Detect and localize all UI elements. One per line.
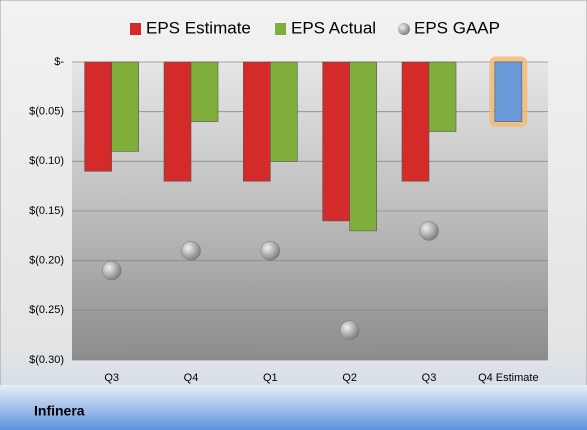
legend-swatch [130, 23, 141, 35]
x-tick-label: Q4 [184, 372, 199, 384]
gaap-marker [181, 240, 201, 261]
gaap-marker [260, 240, 281, 261]
gaap-marker [419, 221, 439, 241]
bar [322, 61, 350, 222]
x-tick-label: Q4 Estimate [478, 372, 539, 384]
x-tick-label: Q3 [422, 372, 437, 384]
y-tick-label: $(0.10) [29, 155, 64, 167]
legend-swatch [275, 23, 286, 35]
gaap-marker [101, 260, 122, 281]
legend-swatch [398, 23, 410, 35]
y-tick-label: $- [54, 56, 64, 68]
bar [111, 61, 139, 152]
bar [428, 61, 457, 132]
y-tick-label: $(0.15) [29, 205, 64, 217]
y-tick-label: $(0.25) [29, 304, 64, 316]
y-tick-label: $(0.20) [29, 255, 64, 267]
bar [494, 61, 523, 122]
bar [190, 61, 219, 122]
x-tick-label: Q2 [342, 372, 357, 384]
gaap-marker [339, 320, 360, 340]
bar [163, 61, 192, 182]
y-tick-label: $(0.05) [29, 106, 64, 118]
bar [243, 61, 271, 182]
bar [84, 61, 112, 172]
x-tick-label: Q3 [104, 372, 119, 384]
x-tick-label: Q1 [263, 372, 278, 384]
legend-label: EPS GAAP [414, 18, 500, 37]
bar [270, 61, 298, 162]
bar [349, 61, 377, 232]
legend-label: EPS Estimate [146, 18, 251, 37]
legend-label: EPS Actual [291, 18, 376, 37]
bar [401, 61, 430, 182]
y-tick-label: $(0.30) [29, 354, 64, 366]
footer-label: Infinera [34, 403, 85, 419]
bar-glow [489, 56, 528, 128]
footer-band [0, 385, 587, 430]
